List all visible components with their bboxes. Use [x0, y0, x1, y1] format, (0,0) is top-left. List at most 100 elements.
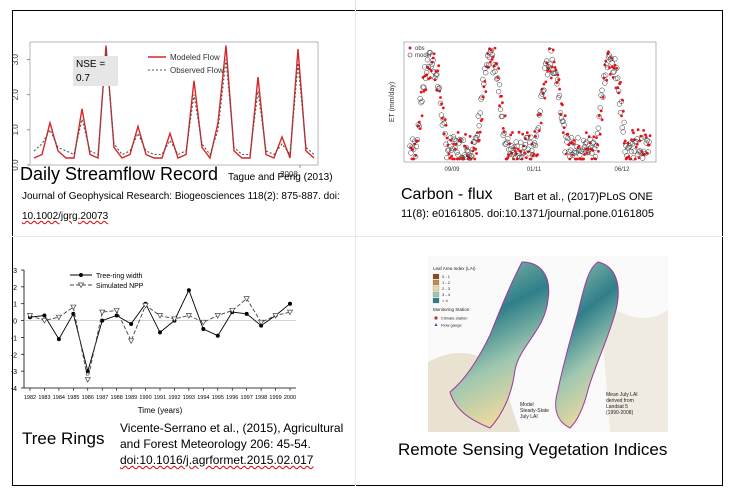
- model-point: [537, 108, 543, 114]
- model-point: [408, 150, 414, 156]
- model-point: [611, 68, 617, 75]
- treering-x-tick-label: 1984: [53, 395, 65, 401]
- carbon-ref-line1: Bart et al., (2017)PLoS ONE: [514, 191, 653, 203]
- model-point: [445, 147, 451, 154]
- simulated-npp-point: [41, 318, 48, 324]
- horizontal-divider: [12, 236, 723, 237]
- model-point: [609, 60, 615, 66]
- treering-y-tick-label: 2: [13, 285, 17, 292]
- top-divider: [355, 0, 356, 10]
- model-point: [504, 139, 510, 145]
- model-point: [645, 149, 651, 155]
- obs-point: [508, 142, 512, 146]
- treering-x-label: Time (years): [138, 406, 183, 415]
- obs-point: [418, 127, 422, 130]
- obs-point: [489, 48, 493, 52]
- tree-ring-width-point: [215, 333, 220, 338]
- obs-point: [599, 109, 603, 113]
- obs-point: [474, 147, 477, 151]
- model-point: [553, 69, 559, 76]
- obs-point: [411, 148, 415, 151]
- model-point: [447, 134, 454, 141]
- model-point: [460, 137, 467, 143]
- obs-point: [428, 67, 431, 71]
- model-point: [456, 140, 462, 146]
- obs-point: [420, 114, 424, 118]
- lai-legend-label: 3 - 4: [442, 292, 451, 297]
- streamflow-ref-line3: 10.1002/jgrg.20073: [22, 211, 109, 222]
- model-point: [560, 118, 566, 124]
- tree-ring-width-point: [42, 313, 47, 318]
- obs-point: [590, 157, 594, 161]
- carbon-y-label: ET (mm/day): [389, 82, 396, 122]
- obs-point: [525, 131, 529, 135]
- simulated-npp-point: [229, 308, 236, 314]
- obs-point: [459, 139, 463, 143]
- obs-point: [464, 133, 467, 136]
- obs-point: [450, 154, 453, 158]
- obs-point: [440, 102, 443, 106]
- model-point: [644, 137, 650, 144]
- obs-point: [480, 117, 484, 121]
- model-lai-label: Steady-State: [520, 408, 549, 414]
- model-point: [568, 135, 575, 141]
- tree-ring-width-point: [114, 313, 119, 318]
- simulated-npp-point: [70, 304, 77, 311]
- model-point: [639, 155, 646, 161]
- legend-model-marker: [407, 52, 413, 58]
- obs-point: [457, 157, 461, 161]
- modeled-flow-line: [33, 45, 315, 160]
- model-point: [505, 135, 511, 142]
- obs-point: [539, 121, 543, 125]
- obs-point: [517, 130, 521, 134]
- model-point: [417, 95, 423, 102]
- obs-point: [543, 96, 547, 100]
- obs-point: [453, 147, 457, 151]
- treering-x-tick-label: 1988: [111, 395, 123, 401]
- treering-x-tick-label: 1997: [241, 395, 253, 401]
- model-point: [522, 141, 529, 148]
- model-point: [477, 110, 483, 116]
- model-point: [459, 155, 466, 161]
- model-point: [598, 92, 604, 98]
- treering-x-tick-label: 1993: [183, 395, 195, 401]
- treering-x-tick-label: 1986: [82, 395, 94, 401]
- model-point: [469, 153, 475, 159]
- model-point: [488, 47, 494, 54]
- obs-point: [588, 141, 592, 145]
- obs-point: [637, 156, 641, 160]
- model-point: [495, 88, 502, 95]
- mean-lai-label: derived from: [606, 398, 634, 404]
- obs-point: [564, 152, 568, 156]
- treering-y-tick-label: 1: [13, 302, 17, 309]
- obs-point: [436, 69, 440, 73]
- model-point: [452, 145, 458, 151]
- model-point: [565, 135, 571, 142]
- obs-point: [534, 135, 537, 138]
- obs-point: [585, 131, 588, 135]
- model-point: [587, 136, 593, 143]
- model-point: [446, 147, 452, 153]
- model-point: [418, 100, 424, 106]
- obs-point: [633, 157, 637, 161]
- tree-ring-width-point: [259, 323, 264, 328]
- lai-legend-title: Leaf Area Index (LAI): [433, 266, 476, 271]
- obs-point: [491, 55, 495, 59]
- streamflow-y-tick-label: 2.0: [11, 89, 20, 101]
- obs-point: [648, 134, 652, 138]
- obs-point: [511, 131, 514, 134]
- tree-ring-width-point: [158, 330, 162, 335]
- obs-point: [582, 157, 585, 161]
- watershed-model: [449, 261, 550, 429]
- model-point: [564, 139, 570, 145]
- model-point: [615, 88, 622, 94]
- model-point: [414, 137, 421, 143]
- simulated-npp-point: [55, 314, 62, 321]
- model-point: [556, 92, 563, 99]
- streamflow-y-tick-label: 1.0: [11, 124, 20, 136]
- model-point: [646, 139, 652, 145]
- lai-legend-label: 1 - 2: [442, 280, 451, 285]
- obs-point: [473, 157, 477, 161]
